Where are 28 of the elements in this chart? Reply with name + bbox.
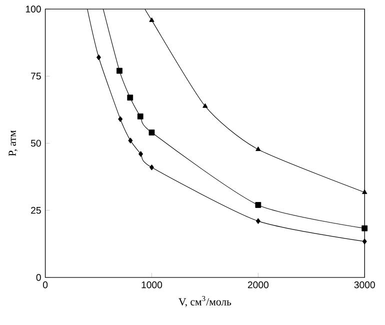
- x-tick-label: 2000: [248, 281, 268, 288]
- point: [149, 164, 154, 170]
- point: [256, 218, 260, 224]
- point: [128, 138, 133, 144]
- x-tick-label: 3000: [354, 281, 375, 288]
- point: [116, 68, 122, 74]
- point: [362, 238, 367, 244]
- y-tick-label: 0: [36, 274, 41, 281]
- x-axis-title: V, см$^{3}$/моль: [178, 296, 232, 307]
- point: [362, 189, 368, 194]
- point: [362, 225, 368, 232]
- point: [255, 202, 262, 208]
- y-tick-label: 100: [26, 6, 41, 12]
- x-tick-label: 1000: [142, 281, 162, 288]
- point: [138, 151, 144, 157]
- point: [137, 113, 144, 120]
- y-tick-label: 25: [31, 206, 41, 214]
- point: [202, 103, 208, 108]
- point: [127, 94, 134, 101]
- y-tick-label: 50: [30, 140, 41, 147]
- point: [256, 146, 261, 152]
- x-tick-label: 0: [42, 281, 48, 288]
- y-axis-title: P, атм: [8, 130, 18, 156]
- point: [96, 54, 101, 60]
- point: [149, 17, 154, 22]
- point: [148, 130, 155, 136]
- y-tick-label: 75: [31, 72, 41, 80]
- point: [118, 116, 123, 122]
